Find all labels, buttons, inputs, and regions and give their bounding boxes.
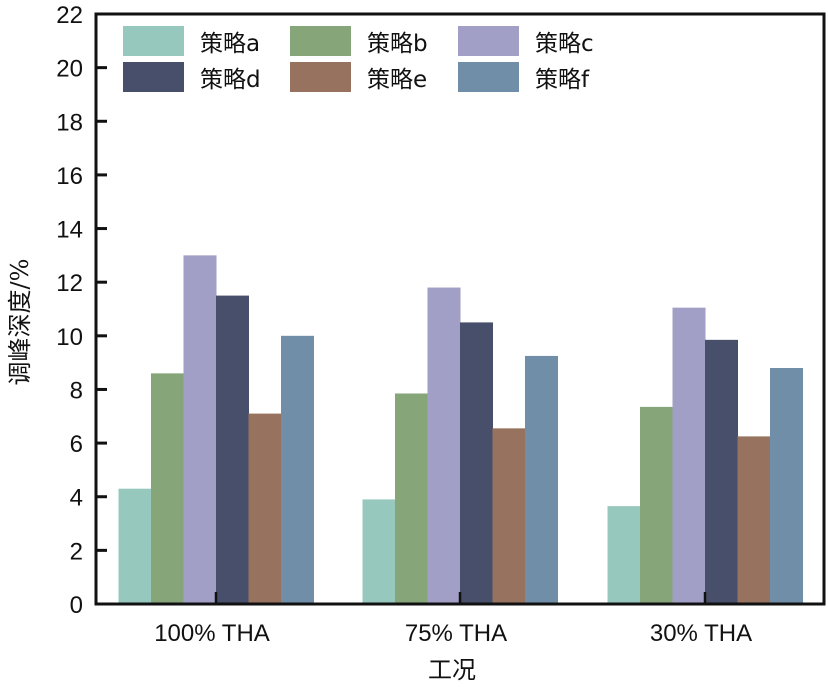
y-tick-label: 16 xyxy=(56,163,83,190)
bars-layer xyxy=(118,255,803,604)
x-tick-label: 100% THA xyxy=(154,620,270,647)
bar-group xyxy=(118,255,314,604)
bar-策略b-100% THA xyxy=(151,373,184,604)
legend-swatch xyxy=(290,26,351,56)
legend-item-策略c: 策略c xyxy=(458,26,594,57)
legend-label: 策略f xyxy=(535,67,590,93)
y-tick-label: 8 xyxy=(70,377,83,404)
legend-swatch xyxy=(290,62,351,92)
legend-label: 策略c xyxy=(535,31,594,57)
legend-swatch xyxy=(458,26,519,56)
bar-策略a-75% THA xyxy=(362,499,396,604)
bar-group xyxy=(607,307,803,604)
bar-策略f-100% THA xyxy=(281,335,314,604)
bar-策略a-30% THA xyxy=(607,506,641,604)
legend-swatch xyxy=(458,62,519,92)
legend-label: 策略d xyxy=(200,67,261,93)
x-axis-title: 工况 xyxy=(428,656,476,684)
bar-策略e-100% THA xyxy=(248,413,282,604)
y-tick-label: 20 xyxy=(56,56,83,83)
bar-策略e-75% THA xyxy=(492,428,526,604)
bar-策略c-75% THA xyxy=(427,287,461,604)
bar-策略b-75% THA xyxy=(395,393,428,604)
bar-策略e-30% THA xyxy=(737,436,771,604)
x-tick-label: 30% THA xyxy=(650,620,752,647)
x-axis: 100% THA 75% THA 30% THA xyxy=(154,592,752,647)
bar-策略f-75% THA xyxy=(525,355,558,604)
legend-label: 策略a xyxy=(200,31,260,57)
bar-策略f-30% THA xyxy=(770,368,803,604)
y-tick-label: 14 xyxy=(56,217,83,244)
legend-item-策略e: 策略e xyxy=(290,62,427,93)
y-tick-label: 2 xyxy=(70,538,83,565)
legend-swatch xyxy=(123,26,184,56)
bar-策略d-30% THA xyxy=(705,339,738,604)
legend-item-策略a: 策略a xyxy=(123,26,260,57)
x-tick-label: 75% THA xyxy=(405,620,507,647)
y-axis-title: 调峰深度/% xyxy=(6,259,34,386)
bar-策略c-30% THA xyxy=(672,307,706,604)
legend-item-策略f: 策略f xyxy=(458,62,590,93)
bar-group xyxy=(362,287,558,604)
bar-策略a-100% THA xyxy=(118,488,152,604)
legend-swatch xyxy=(123,62,184,92)
bar-策略b-30% THA xyxy=(640,406,673,604)
y-tick-label: 6 xyxy=(70,431,83,458)
bar-策略c-100% THA xyxy=(183,255,217,604)
bar-策略d-75% THA xyxy=(460,322,493,604)
bar-策略d-100% THA xyxy=(216,295,249,604)
y-tick-label: 10 xyxy=(56,324,83,351)
y-tick-label: 12 xyxy=(56,270,83,297)
y-tick-label: 4 xyxy=(70,485,83,512)
legend: 策略a 策略b 策略c 策略d 策略e 策略f xyxy=(123,26,594,93)
legend-item-策略b: 策略b xyxy=(290,26,428,57)
legend-item-策略d: 策略d xyxy=(123,62,261,93)
y-axis: 0 2 4 6 8 10 12 14 16 18 20 22 xyxy=(56,2,107,619)
y-tick-label: 0 xyxy=(70,592,83,619)
legend-label: 策略b xyxy=(367,31,428,57)
y-tick-label: 22 xyxy=(56,2,83,29)
legend-label: 策略e xyxy=(367,67,427,93)
y-tick-label: 18 xyxy=(56,109,83,136)
